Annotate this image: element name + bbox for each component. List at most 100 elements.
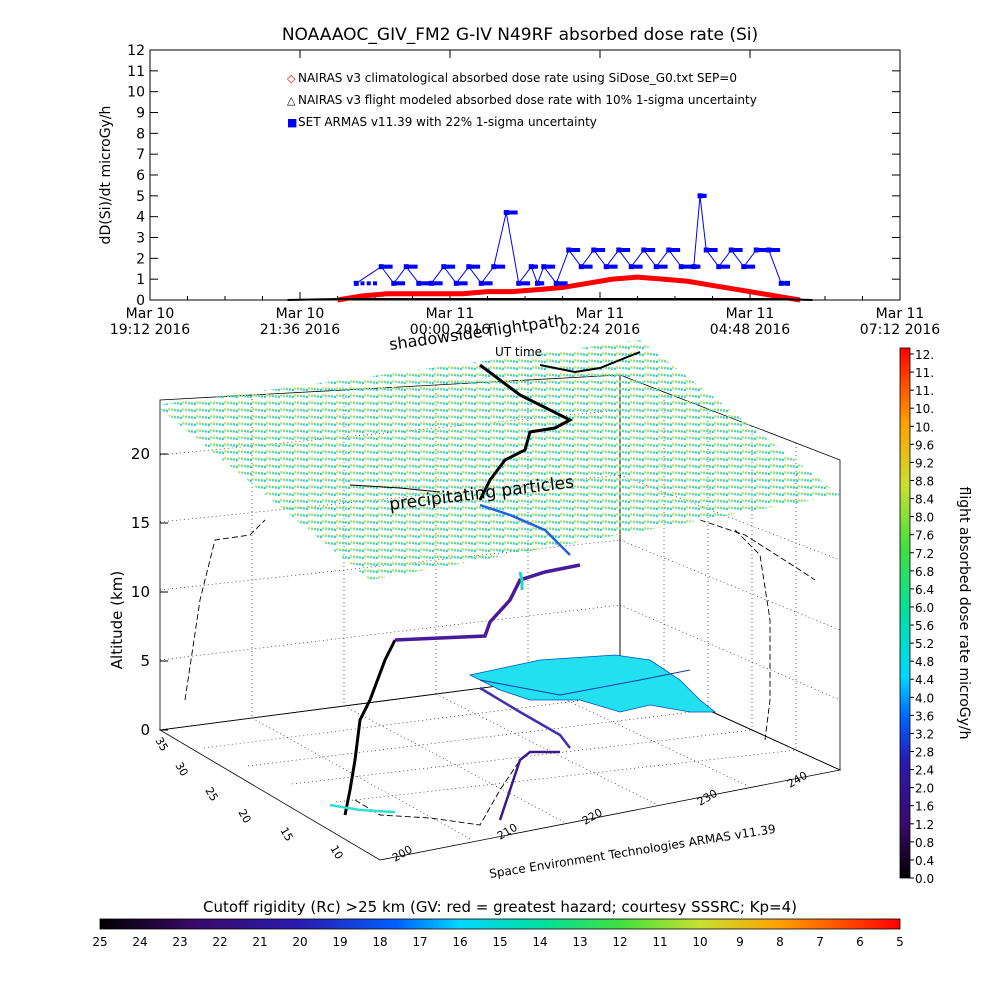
altitude-tick-label: 5 (140, 652, 150, 670)
armas-point-dense (682, 264, 687, 269)
dose-colorbar-tick-label: 4.4 (915, 673, 934, 687)
dose-x-tick-label-date: Mar 11 (876, 306, 925, 322)
armas-point-dense (757, 248, 762, 252)
armas-point-dense (488, 281, 493, 286)
armas-point (491, 264, 497, 270)
dose-x-tick-label-date: Mar 10 (276, 306, 325, 322)
dose-y-tick-label: 7 (136, 147, 145, 163)
dose-colorbar: 12. 11. 11. 10. 10. 9.6 9.2 8.8 8.4 8.0 7.6 7.2 6.8 6… (899, 347, 972, 886)
armas-point-dense (519, 281, 524, 286)
armas-point-dense (626, 248, 631, 252)
armas-point-dense (669, 248, 674, 252)
dose-colorbar-tick-label: 2.0 (915, 782, 934, 796)
altitude-ticks: 0 5 10 15 20 (131, 445, 168, 739)
dose-x-tick-label-time: 21:36 2016 (260, 322, 341, 338)
dose-colorbar-tick-label: 5.2 (915, 637, 934, 651)
armas-point-dense (696, 264, 701, 269)
armas-point-dense (407, 264, 412, 269)
dose-colorbar-tick-label: 8.0 (915, 511, 934, 525)
dose-colorbar-tick-label: 7.2 (915, 547, 934, 561)
armas-point-dense (373, 281, 377, 286)
armas-point-dense (510, 210, 515, 215)
armas-point-dense (601, 248, 606, 252)
longitude-tick-label: 200 (390, 843, 415, 865)
armas-point-dense (410, 264, 415, 269)
dose-colorbar-tick-label: 4.0 (915, 691, 934, 705)
armas-point-dense (485, 281, 490, 286)
legend-label: NAIRAS v3 climatological absorbed dose r… (298, 71, 737, 85)
armas-point-dense (723, 264, 727, 269)
armas-point-dense (460, 281, 465, 286)
rigidity-tick-label: 25 (92, 935, 107, 949)
armas-point (716, 264, 722, 270)
armas-point-dense (783, 281, 788, 286)
armas-point-dense (560, 281, 565, 286)
armas-point-dense (457, 281, 462, 286)
armas-point (391, 280, 397, 286)
dose-y-tick-label: 5 (136, 189, 145, 205)
armas-point-dense (563, 281, 568, 286)
nairas-flight-line (287, 297, 813, 301)
armas-point-dense (638, 264, 643, 269)
armas-point-dense (394, 281, 399, 286)
armas-point-dense (688, 264, 693, 269)
latitude-tick-label: 30 (172, 760, 190, 779)
longitude-tick-label: 230 (695, 787, 720, 809)
armas-point (591, 247, 597, 253)
dose-colorbar-tick-label: 11. (915, 384, 934, 398)
armas-point-dense (398, 281, 402, 286)
dose-x-tick-label-date: Mar 11 (426, 306, 475, 322)
armas-point-dense (482, 281, 487, 286)
armas-point (666, 247, 672, 253)
dose-colorbar-tick-label: 7.6 (915, 529, 934, 543)
precipitation-floor-region (468, 654, 717, 713)
armas-point (653, 264, 659, 270)
dose-colorbar-tick-label: 6.0 (915, 601, 934, 615)
armas-point-dense (569, 248, 574, 252)
armas-point-dense (557, 281, 562, 286)
rigidity-tick-label: 13 (572, 935, 587, 949)
latitude-tick-label: 25 (202, 785, 220, 804)
armas-point-dense (635, 264, 640, 269)
armas-point-dense (501, 264, 506, 269)
rigidity-tick-label: 24 (132, 935, 147, 949)
armas-point-dense (769, 248, 774, 252)
rigidity-tick-label: 20 (292, 935, 307, 949)
dose-colorbar-tick-label: 1.6 (915, 800, 934, 814)
dose-colorbar-tick-label: 2.4 (915, 764, 934, 778)
dose-x-tick-label-date: Mar 11 (576, 306, 625, 322)
armas-point-dense (507, 210, 512, 215)
dose-y-tick-label: 8 (136, 126, 145, 142)
armas-point-dense (657, 264, 662, 269)
dose-colorbar-tick-label: 10. (915, 420, 934, 434)
armas-point-dense (651, 248, 656, 252)
armas-point-dense (760, 248, 765, 252)
armas-point-dense (648, 248, 652, 252)
armas-point-dense (423, 281, 427, 286)
armas-point (416, 280, 422, 286)
armas-point-dense (401, 281, 406, 286)
armas-point-dense (607, 264, 612, 269)
armas-point-dense (451, 264, 456, 269)
armas-point-dense (498, 264, 502, 269)
armas-point (453, 280, 459, 286)
altitude-tick-label: 20 (131, 445, 150, 463)
dose-legend: ◇ NAIRAS v3 climatological absorbed dose … (287, 71, 757, 129)
armas-point-dense (540, 281, 545, 286)
armas-point-dense (663, 264, 668, 269)
flight-path-thin (349, 484, 441, 493)
dose-y-tick-label: 6 (136, 168, 145, 184)
armas-point (403, 264, 409, 270)
armas-point-dense (726, 264, 731, 269)
armas-point-dense (523, 281, 527, 286)
dose-colorbar-tick-label: 4.8 (915, 655, 934, 669)
dose-colorbar-tick-label: 6.8 (915, 565, 934, 579)
armas-point-dense (732, 248, 737, 252)
floor (158, 669, 842, 861)
armas-point-dense (776, 248, 781, 252)
dose-x-tick-label-time: 19:12 2016 (110, 322, 191, 338)
